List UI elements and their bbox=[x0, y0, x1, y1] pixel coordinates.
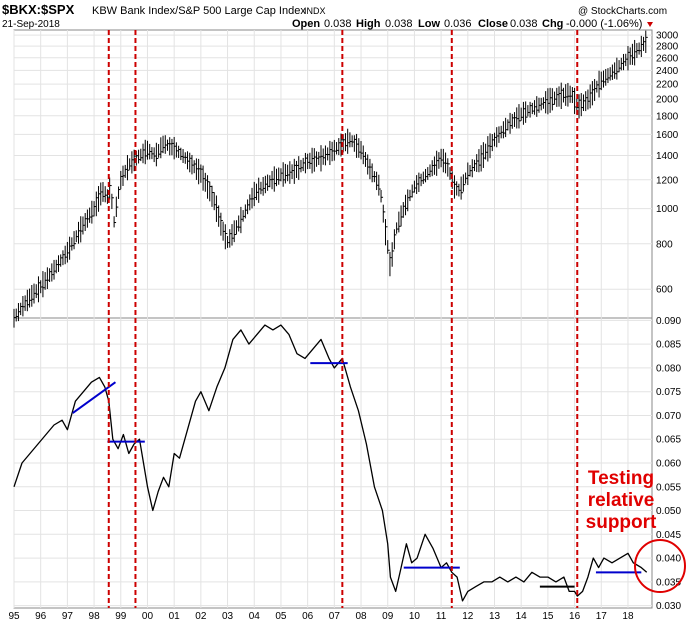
price-y-tick-label: 3000 bbox=[656, 31, 679, 42]
chg-value: -0.000 (-1.06%) bbox=[566, 18, 642, 30]
x-tick-label: 02 bbox=[195, 611, 207, 622]
ratio-y-tick-label: 0.050 bbox=[656, 506, 681, 517]
x-tick-label: 96 bbox=[35, 611, 47, 622]
x-tick-label: 10 bbox=[409, 611, 421, 622]
price-y-tick-label: 1200 bbox=[656, 175, 679, 186]
annotation-line-2: relative bbox=[588, 490, 655, 511]
x-tick-label: 13 bbox=[489, 611, 501, 622]
ratio-y-axis: 0.090 0.085 0.080 0.075 0.070 0.065 0.060 0.055… bbox=[656, 316, 681, 612]
open-value: 0.038 bbox=[324, 18, 352, 30]
chg-label: Chg bbox=[542, 18, 563, 30]
price-y-tick-label: 2200 bbox=[656, 80, 679, 91]
description: KBW Bank Index/S&P 500 Large Cap Index bbox=[92, 5, 306, 17]
x-tick-label: 11 bbox=[436, 611, 447, 622]
price-y-tick-label: 1800 bbox=[656, 111, 679, 122]
x-tick-label: 08 bbox=[355, 611, 367, 622]
x-axis: 95 96 97 98 99 00 01 02 03 04 05 06 07 08 09 10 11 12 13 14… bbox=[8, 611, 634, 622]
price-y-tick-label: 600 bbox=[656, 285, 673, 296]
close-value: 0.038 bbox=[510, 18, 538, 30]
symbol: $BKX:$SPX bbox=[2, 2, 75, 17]
ratio-y-tick-label: 0.070 bbox=[656, 411, 681, 422]
chart-date: 21-Sep-2018 bbox=[2, 19, 60, 30]
annotation-line-3: support bbox=[586, 512, 657, 533]
price-series bbox=[13, 30, 648, 328]
ratio-y-tick-label: 0.075 bbox=[656, 387, 681, 398]
x-tick-label: 17 bbox=[596, 611, 608, 622]
high-value: 0.038 bbox=[385, 18, 413, 30]
x-tick-label: 04 bbox=[249, 611, 261, 622]
x-tick-label: 16 bbox=[569, 611, 581, 622]
ratio-y-tick-label: 0.090 bbox=[656, 316, 681, 327]
ratio-y-tick-label: 0.045 bbox=[656, 530, 681, 541]
ratio-y-tick-label: 0.080 bbox=[656, 363, 681, 374]
ratio-grid bbox=[13, 30, 652, 608]
x-tick-label: 06 bbox=[302, 611, 314, 622]
watermark: @ StockCharts.com bbox=[578, 6, 667, 17]
ratio-y-tick-label: 0.055 bbox=[656, 482, 681, 493]
ratio-line bbox=[13, 324, 648, 602]
x-tick-label: 14 bbox=[516, 611, 528, 622]
price-y-tick-label: 2000 bbox=[656, 95, 679, 106]
x-tick-label: 00 bbox=[142, 611, 154, 622]
x-tick-label: 05 bbox=[275, 611, 287, 622]
price-y-tick-label: 1600 bbox=[656, 130, 679, 141]
support-lines bbox=[72, 362, 642, 588]
exchange: INDX bbox=[304, 6, 326, 16]
x-tick-label: 18 bbox=[622, 611, 634, 622]
low-value: 0.036 bbox=[444, 18, 472, 30]
event-lines bbox=[107, 30, 579, 608]
ratio-y-tick-label: 0.085 bbox=[656, 340, 681, 351]
ratio-y-tick-label: 0.030 bbox=[656, 601, 681, 612]
x-tick-label: 09 bbox=[382, 611, 394, 622]
price-y-tick-label: 800 bbox=[656, 239, 673, 250]
x-tick-label: 99 bbox=[115, 611, 127, 622]
x-tick-label: 03 bbox=[222, 611, 234, 622]
open-label: Open bbox=[292, 18, 320, 30]
highlight-circle bbox=[634, 539, 686, 593]
close-label: Close bbox=[478, 18, 508, 30]
x-tick-label: 07 bbox=[329, 611, 341, 622]
x-tick-label: 95 bbox=[8, 611, 20, 622]
ratio-series bbox=[13, 324, 648, 602]
price-y-tick-label: 2400 bbox=[656, 66, 679, 77]
ratio-y-tick-label: 0.065 bbox=[656, 435, 681, 446]
price-y-tick-label: 2800 bbox=[656, 42, 679, 53]
price-y-tick-label: 1400 bbox=[656, 151, 679, 162]
x-tick-label: 12 bbox=[462, 611, 474, 622]
x-tick-label: 97 bbox=[62, 611, 74, 622]
support-line bbox=[72, 381, 117, 414]
high-label: High bbox=[356, 18, 381, 30]
x-tick-label: 98 bbox=[89, 611, 101, 622]
ratio-y-tick-label: 0.035 bbox=[656, 577, 681, 588]
low-label: Low bbox=[418, 18, 440, 30]
x-tick-label: 01 bbox=[169, 611, 181, 622]
x-tick-label: 15 bbox=[542, 611, 554, 622]
down-arrow-icon bbox=[647, 22, 653, 27]
ratio-y-tick-label: 0.040 bbox=[656, 554, 681, 565]
price-y-tick-label: 2600 bbox=[656, 53, 679, 64]
price-y-tick-label: 1000 bbox=[656, 204, 679, 215]
annotation-line-1: Testing bbox=[588, 468, 654, 489]
ratio-y-tick-label: 0.060 bbox=[656, 459, 681, 470]
